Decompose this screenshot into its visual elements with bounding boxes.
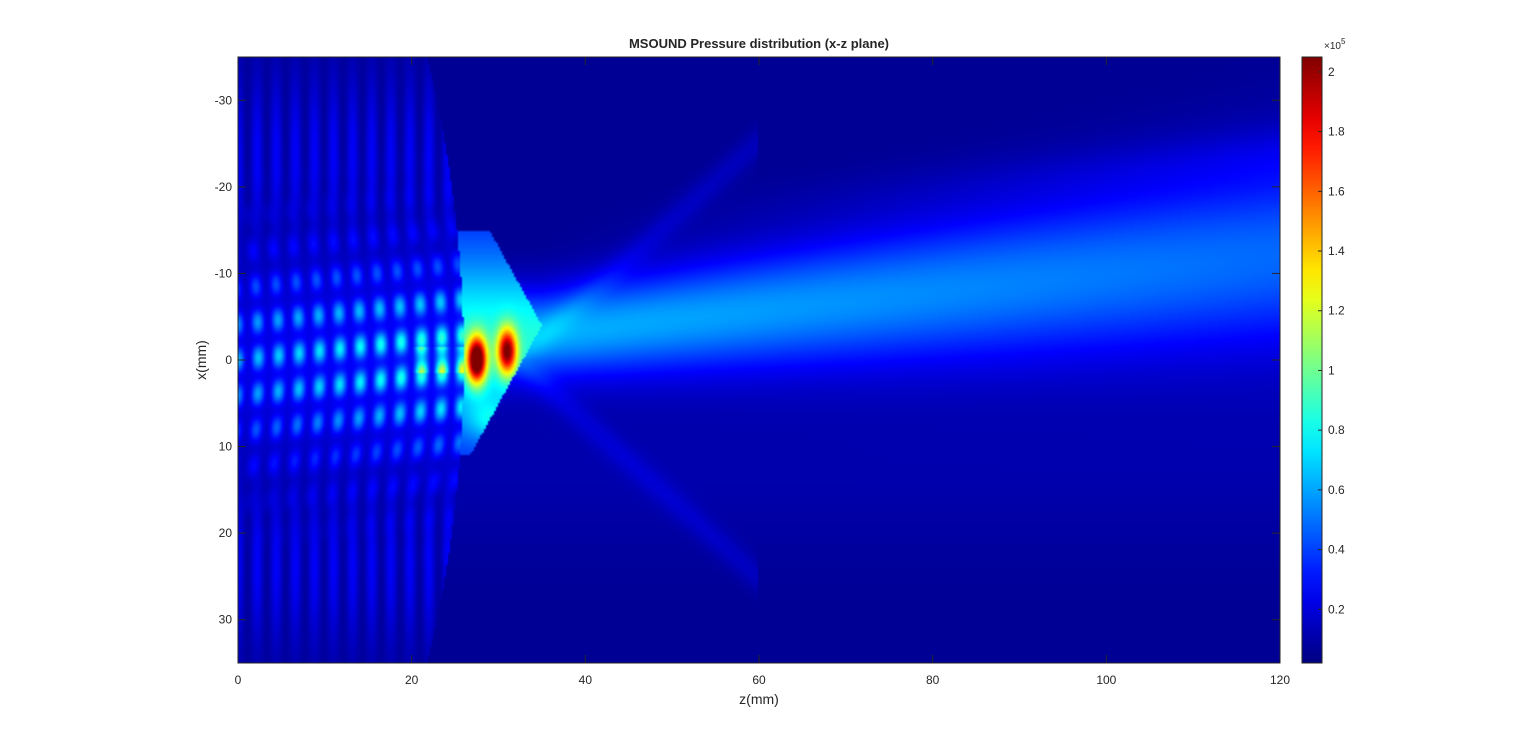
- colorbar-multiplier-base: 10: [1330, 41, 1342, 52]
- y-tick-label: 10: [219, 440, 233, 454]
- x-axis-label: z(mm): [739, 691, 779, 707]
- colorbar-tick-label: 0.4: [1328, 543, 1345, 557]
- chart-title: MSOUND Pressure distribution (x-z plane): [629, 36, 889, 51]
- x-tick-label: 120: [1270, 673, 1290, 687]
- y-tick-label: 30: [219, 613, 233, 627]
- y-axis-label: x(mm): [193, 340, 209, 380]
- x-axis-ticks: 0 20 40 60 80 100 120: [235, 57, 1290, 687]
- y-tick-label: -10: [215, 266, 233, 280]
- colorbar-multiplier: ×105: [1324, 37, 1346, 52]
- x-tick-label: 80: [926, 673, 940, 687]
- colorbar-tick-label: 0.2: [1328, 602, 1345, 616]
- y-tick-label: 0: [225, 353, 232, 367]
- colorbar-tick-label: 1.4: [1328, 244, 1345, 258]
- colorbar-tick-label: 1: [1328, 363, 1335, 377]
- x-tick-label: 100: [1096, 673, 1116, 687]
- y-tick-label: -20: [215, 180, 233, 194]
- colorbar-multiplier-prefix: ×: [1324, 41, 1330, 52]
- colorbar-tick-label: 0.8: [1328, 423, 1345, 437]
- x-tick-label: 20: [405, 673, 419, 687]
- x-tick-label: 60: [752, 673, 766, 687]
- colorbar-tick-label: 1.6: [1328, 184, 1345, 198]
- colorbar-multiplier-exponent: 5: [1341, 37, 1346, 46]
- colorbar-tick-label: 2: [1328, 65, 1335, 79]
- colorbar-tick-label: 0.6: [1328, 483, 1345, 497]
- colorbar-ticks: 0.2 0.4 0.6 0.8 1 1.2 1.4 1.6 1.8 2: [1318, 65, 1345, 616]
- colorbar-tick-label: 1.8: [1328, 125, 1345, 139]
- x-tick-label: 0: [235, 673, 242, 687]
- y-tick-label: 20: [219, 526, 233, 540]
- colorbar: [1301, 56, 1323, 664]
- pressure-heatmap: [238, 57, 1280, 663]
- x-tick-label: 40: [579, 673, 593, 687]
- heatmap-layer: [238, 57, 1280, 663]
- y-axis-ticks: -30 -20 -10 0 10 20 30: [215, 93, 1280, 627]
- colorbar-tick-label: 1.2: [1328, 304, 1345, 318]
- y-tick-label: -30: [215, 93, 233, 107]
